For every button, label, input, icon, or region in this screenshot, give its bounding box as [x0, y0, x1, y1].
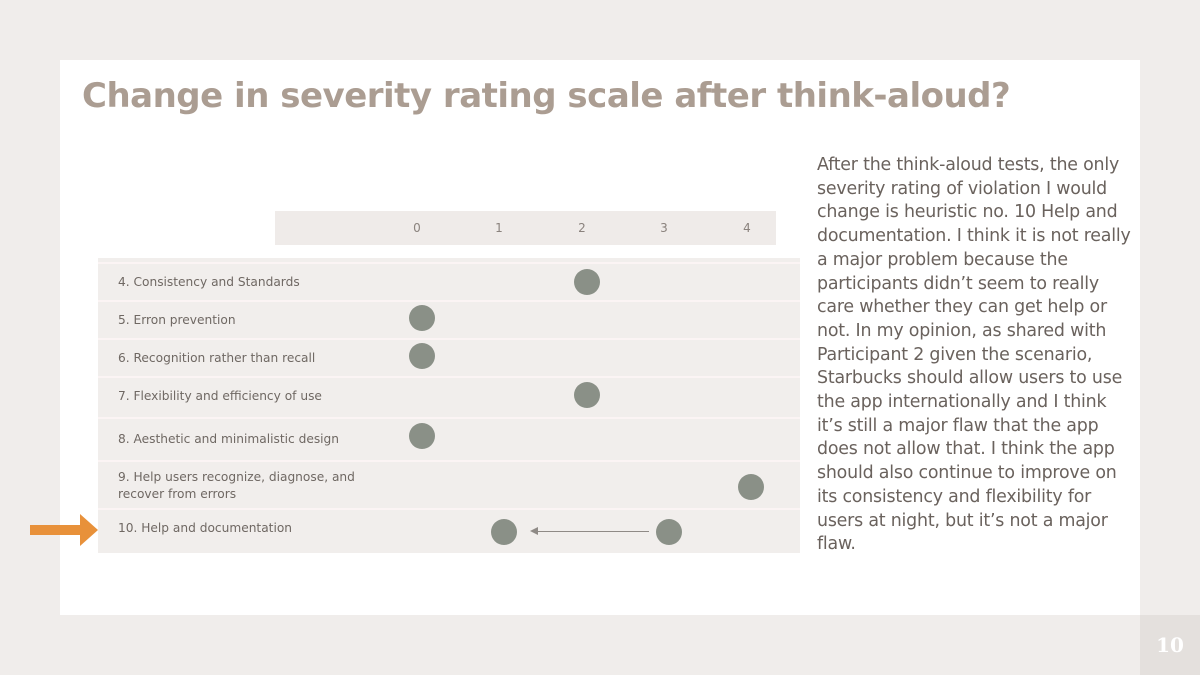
row-label: 5. Erron prevention: [118, 313, 236, 327]
row-divider: [98, 300, 800, 302]
row-divider: [98, 338, 800, 340]
page-number: 10: [1140, 615, 1200, 675]
rating-dot: [573, 382, 600, 408]
rating-dot: [491, 519, 518, 545]
scale-header: 0 1 2 3 4: [275, 211, 776, 245]
rating-dot: [409, 343, 435, 369]
row-divider: [98, 460, 800, 462]
body-paragraph: After the think-aloud tests, the only se…: [817, 155, 1131, 555]
row-divider: [98, 376, 800, 378]
left-arrow-icon: [530, 527, 539, 535]
row-label: 4. Consistency and Standards: [118, 275, 300, 289]
row-label: 10. Help and documentation: [118, 521, 293, 535]
row-label: 7. Flexibility and efficiency of use: [118, 389, 322, 403]
tick-label: 0: [413, 221, 421, 235]
rating-dot: [573, 269, 600, 295]
slide-title: Change in severity rating scale after th…: [82, 76, 1011, 116]
row-label: 9. Help users recognize, diagnose, and r…: [118, 470, 355, 501]
row-divider: [98, 417, 800, 419]
tick-label: 3: [660, 221, 668, 235]
tick-label: 1: [495, 221, 503, 235]
tick-label: 2: [578, 221, 586, 235]
severity-table: 4. Consistency and Standards 5. Erron pr…: [98, 258, 800, 553]
row-label: 6. Recognition rather than recall: [118, 351, 316, 365]
right-arrow-icon: [30, 514, 98, 546]
row-divider: [98, 508, 800, 510]
previous-rating-dot: [655, 519, 682, 545]
row-divider: [98, 262, 800, 264]
rating-dot: [738, 474, 765, 500]
row-label: 8. Aesthetic and minimalistic design: [118, 432, 340, 446]
tick-label: 4: [743, 221, 751, 235]
change-arrow-line: [536, 531, 649, 532]
rating-dot: [409, 305, 435, 331]
slide-card: Change in severity rating scale after th…: [60, 60, 1140, 615]
rating-dot: [409, 423, 435, 449]
